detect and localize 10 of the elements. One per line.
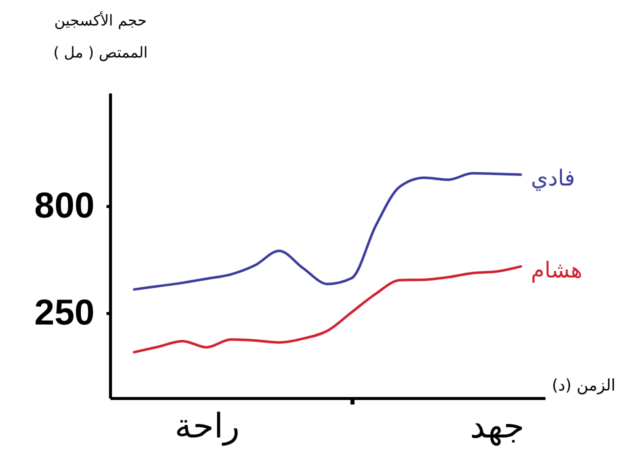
y-tick-label: 800 [34, 184, 94, 226]
x-tick-label: جهد [470, 406, 524, 446]
x-axis-title: الزمن (د) [552, 376, 616, 394]
x-tick-label: راحة [174, 406, 240, 446]
series-label: فادي [530, 166, 576, 192]
series-label: هشام [530, 258, 582, 284]
line-series [132, 172, 522, 291]
y-tick-label: 250 [34, 292, 94, 333]
line-series [132, 265, 522, 354]
y-axis-title: حجم الأكسجين الممتص ( مل ) [53, 10, 148, 62]
